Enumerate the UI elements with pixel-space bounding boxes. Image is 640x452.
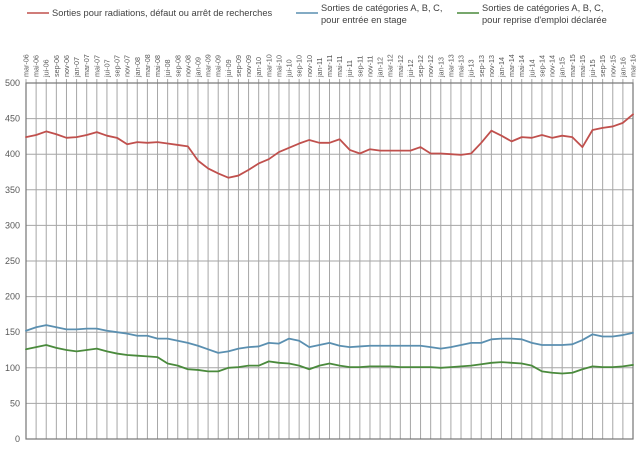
svg-text:mar-08: mar-08 [143, 54, 152, 77]
svg-text:nov-12: nov-12 [426, 55, 435, 77]
svg-text:jui-14: jui-14 [527, 59, 536, 78]
svg-text:mai-10: mai-10 [274, 55, 283, 77]
svg-text:sep-15: sep-15 [598, 55, 607, 77]
svg-text:nov-15: nov-15 [608, 55, 617, 77]
svg-text:nov-14: nov-14 [548, 55, 557, 77]
svg-text:jui-08: jui-08 [163, 59, 172, 78]
svg-text:nov-11: nov-11 [365, 56, 374, 77]
svg-text:mar-09: mar-09 [204, 54, 213, 77]
svg-text:jui-06: jui-06 [42, 59, 51, 78]
svg-text:jan-08: jan-08 [133, 57, 142, 78]
svg-text:mar-13: mar-13 [446, 54, 455, 77]
svg-text:jan-11: jan-11 [315, 58, 324, 78]
svg-text:200: 200 [5, 292, 20, 302]
svg-text:mar-15: mar-15 [568, 54, 577, 77]
svg-text:pour reprise d'emploi déclarée: pour reprise d'emploi déclarée [482, 15, 607, 25]
svg-text:sep-14: sep-14 [537, 55, 546, 77]
svg-text:sep-13: sep-13 [477, 55, 486, 77]
svg-text:mai-08: mai-08 [153, 55, 162, 77]
svg-text:mai-09: mai-09 [214, 55, 223, 77]
svg-text:mai-14: mai-14 [517, 55, 526, 77]
svg-text:jui-12: jui-12 [406, 59, 415, 78]
svg-text:nov-10: nov-10 [305, 55, 314, 77]
svg-text:mar-14: mar-14 [507, 54, 516, 77]
svg-text:nov-13: nov-13 [487, 55, 496, 77]
svg-text:mar-10: mar-10 [264, 54, 273, 77]
svg-text:mar-07: mar-07 [82, 54, 91, 77]
svg-text:jan-14: jan-14 [497, 57, 506, 78]
svg-text:Sorties pour radiations, défau: Sorties pour radiations, défaut ou arrêt… [52, 8, 273, 18]
svg-text:50: 50 [10, 398, 20, 408]
svg-text:mai-07: mai-07 [92, 55, 101, 77]
svg-text:jan-07: jan-07 [72, 57, 81, 78]
svg-text:sep-10: sep-10 [295, 55, 304, 77]
svg-text:300: 300 [5, 220, 20, 230]
svg-text:jui-10: jui-10 [285, 59, 294, 78]
svg-text:100: 100 [5, 363, 20, 373]
svg-text:mar-11: mar-11 [325, 55, 334, 77]
svg-text:jan-15: jan-15 [558, 57, 567, 78]
svg-text:mai-06: mai-06 [32, 55, 41, 77]
svg-text:nov-09: nov-09 [244, 55, 253, 77]
svg-text:150: 150 [5, 327, 20, 337]
svg-text:350: 350 [5, 185, 20, 195]
svg-text:250: 250 [5, 256, 20, 266]
svg-text:jui-15: jui-15 [588, 59, 597, 78]
svg-text:jan-12: jan-12 [376, 57, 385, 78]
svg-text:450: 450 [5, 114, 20, 124]
svg-text:jui-11: jui-11 [345, 60, 354, 78]
svg-text:sep-12: sep-12 [416, 55, 425, 77]
svg-text:jan-13: jan-13 [436, 57, 445, 78]
svg-text:400: 400 [5, 149, 20, 159]
svg-text:mar-12: mar-12 [386, 54, 395, 77]
svg-text:sep-11: sep-11 [355, 56, 364, 77]
svg-text:pour entrée en stage: pour entrée en stage [321, 15, 407, 25]
svg-text:jan-16: jan-16 [618, 57, 627, 78]
svg-text:nov-08: nov-08 [183, 55, 192, 77]
svg-text:nov-06: nov-06 [62, 55, 71, 77]
svg-text:sep-06: sep-06 [52, 55, 61, 77]
svg-text:nov-07: nov-07 [123, 55, 132, 77]
svg-text:Sorties de catégories A, B, C,: Sorties de catégories A, B, C, [321, 3, 442, 13]
svg-text:mai-11: mai-11 [335, 56, 344, 77]
svg-text:jui-07: jui-07 [102, 59, 111, 78]
svg-text:0: 0 [15, 434, 20, 444]
svg-text:jan-09: jan-09 [193, 57, 202, 78]
svg-text:jui-09: jui-09 [224, 59, 233, 78]
svg-text:mai-15: mai-15 [578, 55, 587, 77]
svg-text:mai-13: mai-13 [457, 55, 466, 77]
svg-text:sep-08: sep-08 [173, 55, 182, 77]
svg-text:sep-09: sep-09 [234, 55, 243, 77]
svg-text:sep-07: sep-07 [113, 55, 122, 77]
svg-text:mar-06: mar-06 [22, 54, 31, 77]
svg-text:mai-12: mai-12 [396, 55, 405, 77]
svg-text:500: 500 [5, 78, 20, 88]
svg-text:jui-13: jui-13 [467, 59, 476, 78]
svg-text:jan-10: jan-10 [254, 57, 263, 78]
svg-text:Sorties de catégories A, B, C,: Sorties de catégories A, B, C, [482, 3, 603, 13]
svg-text:mar-16: mar-16 [629, 54, 638, 77]
